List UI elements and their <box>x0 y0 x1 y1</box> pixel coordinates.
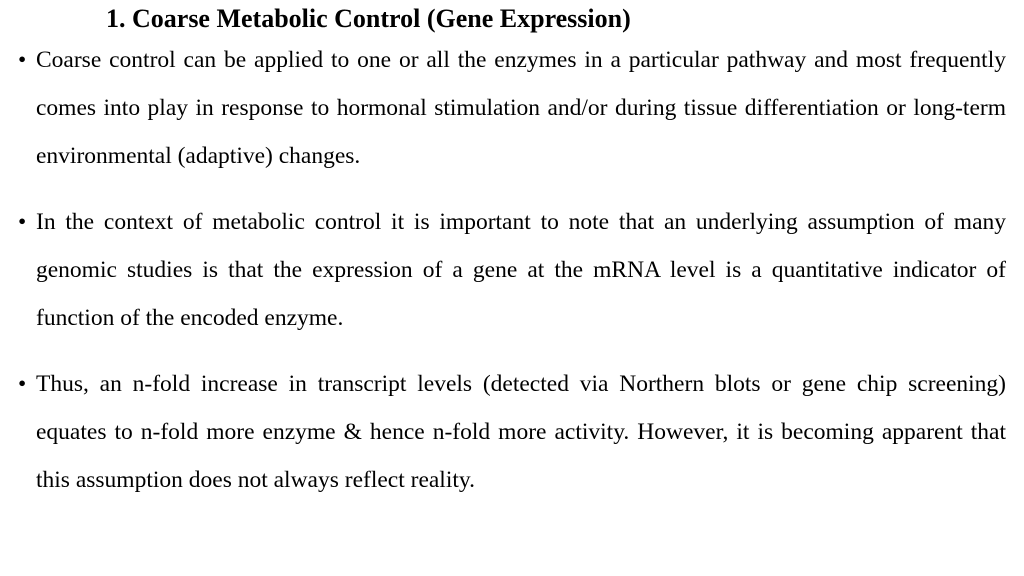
bullet-text: Coarse control can be applied to one or … <box>36 47 1006 169</box>
slide-title: 1. Coarse Metabolic Control (Gene Expres… <box>18 4 1006 34</box>
list-item: Coarse control can be applied to one or … <box>18 36 1006 180</box>
bullet-list: Coarse control can be applied to one or … <box>18 36 1006 504</box>
bullet-text: Thus, an n-fold increase in transcript l… <box>36 371 1006 493</box>
bullet-text: In the context of metabolic control it i… <box>36 209 1006 331</box>
list-item: Thus, an n-fold increase in transcript l… <box>18 360 1006 504</box>
slide-page: 1. Coarse Metabolic Control (Gene Expres… <box>0 0 1024 576</box>
list-item: In the context of metabolic control it i… <box>18 198 1006 342</box>
